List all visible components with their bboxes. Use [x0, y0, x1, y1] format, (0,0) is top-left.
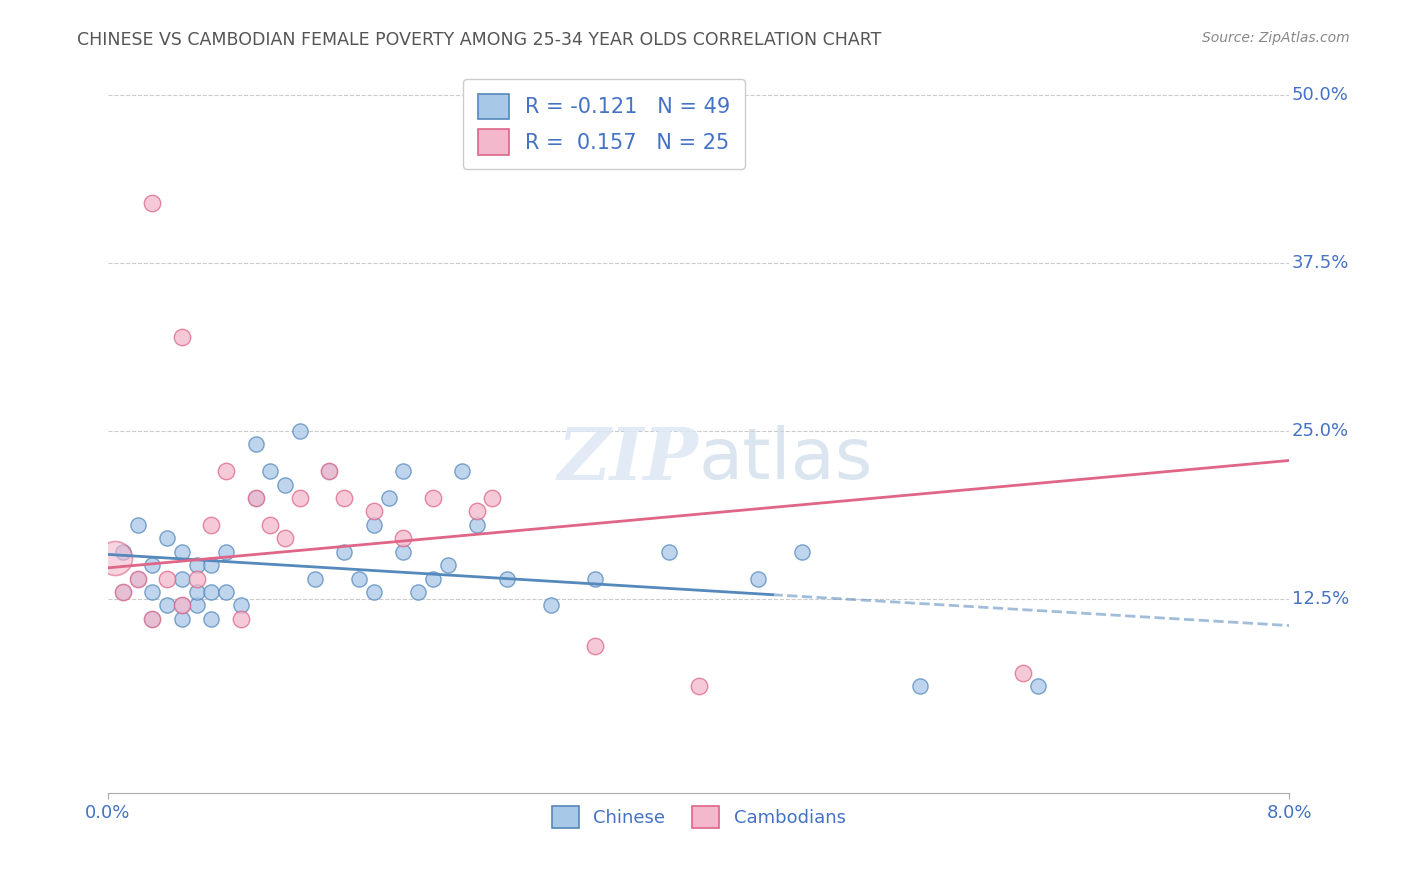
Point — [465, 504, 488, 518]
Point — [363, 585, 385, 599]
Text: ZIP: ZIP — [558, 425, 699, 495]
Point — [170, 330, 193, 344]
Point — [583, 572, 606, 586]
Point — [200, 517, 222, 532]
Point — [186, 599, 208, 613]
Point — [688, 679, 710, 693]
Point — [111, 585, 134, 599]
Point — [406, 585, 429, 599]
Point — [141, 612, 163, 626]
Point — [111, 545, 134, 559]
Point — [141, 585, 163, 599]
Point — [245, 491, 267, 505]
Point — [141, 558, 163, 573]
Point — [363, 517, 385, 532]
Point — [245, 491, 267, 505]
Point — [790, 545, 813, 559]
Text: 37.5%: 37.5% — [1292, 254, 1348, 272]
Point — [318, 464, 340, 478]
Point — [104, 551, 127, 566]
Point — [170, 599, 193, 613]
Point — [274, 477, 297, 491]
Point — [156, 599, 179, 613]
Legend: Chinese, Cambodians: Chinese, Cambodians — [544, 798, 853, 835]
Text: CHINESE VS CAMBODIAN FEMALE POVERTY AMONG 25-34 YEAR OLDS CORRELATION CHART: CHINESE VS CAMBODIAN FEMALE POVERTY AMON… — [77, 31, 882, 49]
Point — [908, 679, 931, 693]
Point — [245, 437, 267, 451]
Point — [127, 572, 149, 586]
Point — [170, 572, 193, 586]
Point — [481, 491, 503, 505]
Point — [200, 558, 222, 573]
Point — [215, 585, 238, 599]
Point — [141, 195, 163, 210]
Point — [747, 572, 769, 586]
Point — [333, 545, 356, 559]
Point — [304, 572, 326, 586]
Point — [377, 491, 399, 505]
Text: Source: ZipAtlas.com: Source: ZipAtlas.com — [1202, 31, 1350, 45]
Point — [333, 491, 356, 505]
Point — [1026, 679, 1049, 693]
Point — [170, 599, 193, 613]
Point — [318, 464, 340, 478]
Point — [200, 612, 222, 626]
Text: 25.0%: 25.0% — [1292, 422, 1348, 440]
Point — [127, 572, 149, 586]
Point — [259, 464, 281, 478]
Point — [111, 585, 134, 599]
Point — [170, 545, 193, 559]
Point — [288, 491, 311, 505]
Point — [583, 639, 606, 653]
Point — [465, 517, 488, 532]
Point — [288, 424, 311, 438]
Point — [127, 517, 149, 532]
Point — [259, 517, 281, 532]
Point — [215, 545, 238, 559]
Point — [658, 545, 681, 559]
Point — [186, 585, 208, 599]
Point — [451, 464, 474, 478]
Point — [422, 572, 444, 586]
Point — [347, 572, 370, 586]
Point — [215, 464, 238, 478]
Point — [436, 558, 458, 573]
Point — [392, 531, 415, 545]
Point — [229, 599, 252, 613]
Point — [392, 545, 415, 559]
Text: atlas: atlas — [699, 425, 873, 494]
Text: 12.5%: 12.5% — [1292, 590, 1348, 607]
Point — [156, 572, 179, 586]
Point — [200, 585, 222, 599]
Point — [186, 558, 208, 573]
Point — [392, 464, 415, 478]
Point — [495, 572, 517, 586]
Point — [540, 599, 562, 613]
Point — [274, 531, 297, 545]
Point — [156, 531, 179, 545]
Point — [1012, 665, 1035, 680]
Point — [141, 612, 163, 626]
Text: 50.0%: 50.0% — [1292, 87, 1348, 104]
Point — [229, 612, 252, 626]
Point — [363, 504, 385, 518]
Point — [170, 612, 193, 626]
Point — [422, 491, 444, 505]
Point — [186, 572, 208, 586]
